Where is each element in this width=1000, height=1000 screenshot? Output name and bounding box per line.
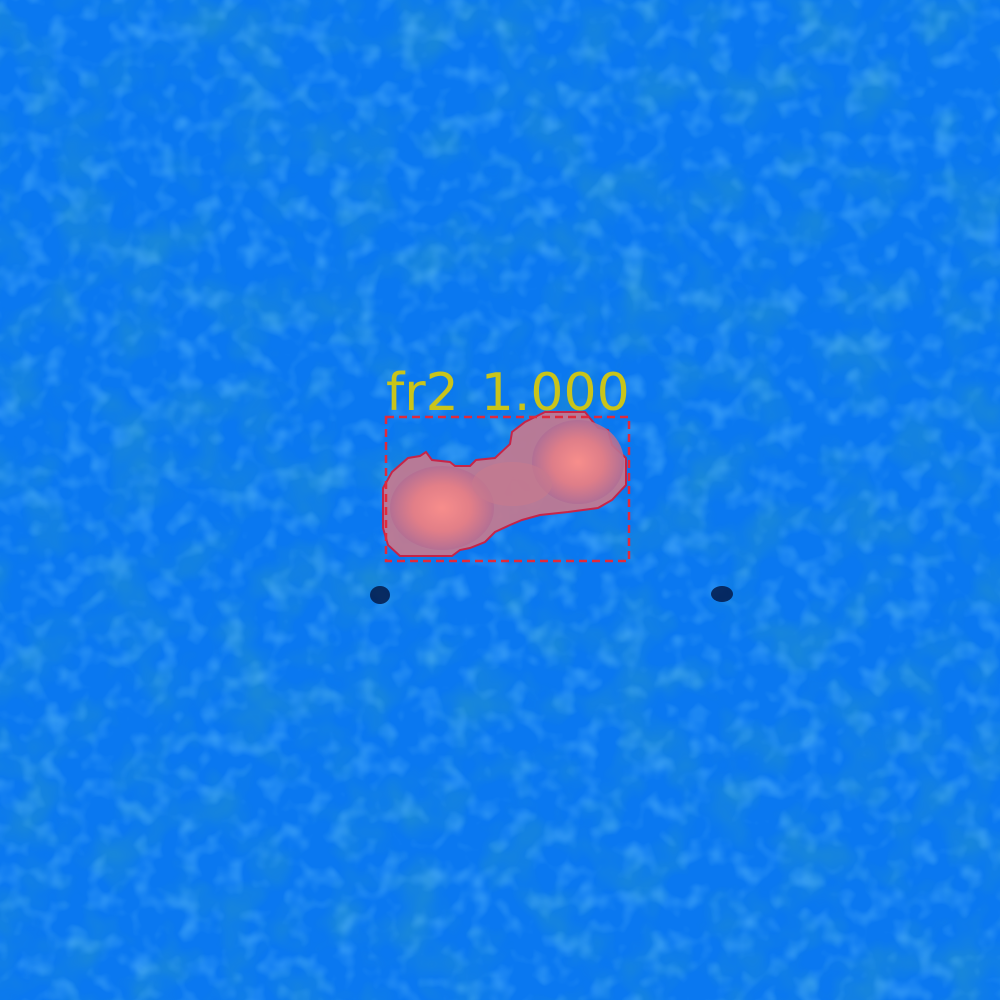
dark-spot bbox=[711, 586, 733, 602]
detection-label: fr2 1.000 bbox=[386, 363, 630, 423]
score-label: 1.000 bbox=[481, 363, 630, 423]
dark-spot bbox=[370, 586, 390, 604]
class-name-label: fr2 bbox=[386, 363, 459, 423]
